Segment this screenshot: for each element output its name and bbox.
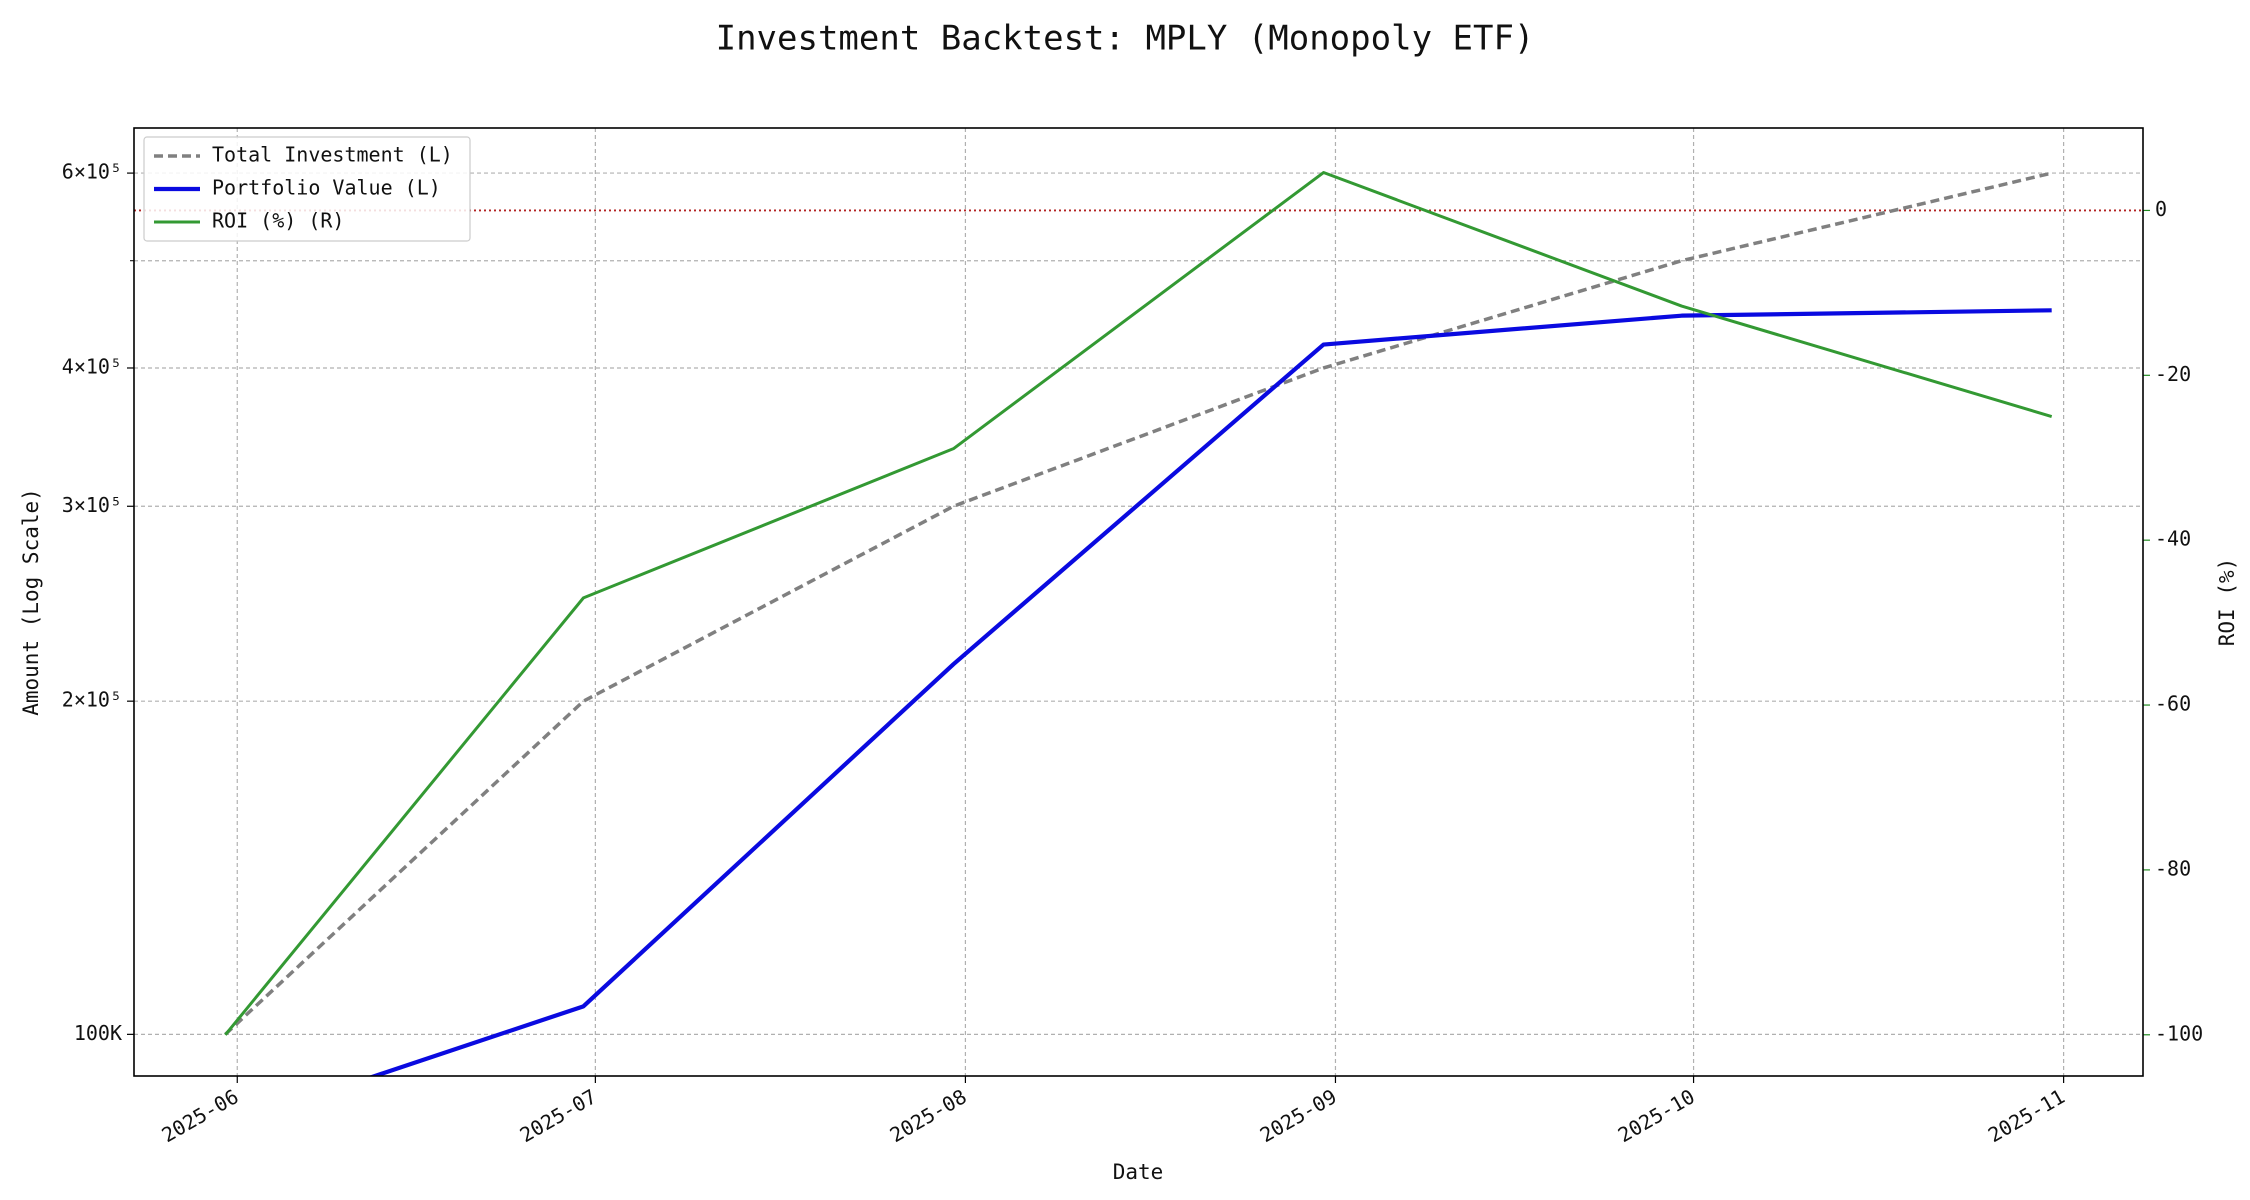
x-tick-label: 2025-11: [1984, 1084, 2069, 1147]
x-tick-label: 2025-08: [886, 1084, 971, 1147]
chart-title: Investment Backtest: MPLY (Monopoly ETF): [716, 19, 1535, 59]
y2-tick-label: 0: [2155, 197, 2167, 221]
series-line: [224, 171, 2053, 1036]
x-tick-label: 2025-07: [516, 1084, 601, 1147]
legend-label: Portfolio Value (L): [212, 176, 441, 200]
y-tick-label: 100K: [74, 1021, 122, 1045]
legend-box: [143, 136, 471, 242]
y-tick-label: 3×10⁵: [62, 493, 122, 517]
y2-tick-label: -100: [2155, 1021, 2203, 1045]
x-tick-label: 2025-09: [1256, 1084, 1341, 1147]
y-tick-label: 4×10⁵: [62, 354, 122, 378]
series-line: [224, 171, 2053, 1036]
y2-axis-label: ROI (%): [2215, 558, 2239, 647]
plot-area: [224, 171, 2053, 1076]
x-tick-label: 2025-10: [1614, 1084, 1699, 1147]
legend-label: Total Investment (L): [212, 143, 453, 167]
y2-tick-label: -60: [2155, 692, 2191, 716]
x-tick-label: 2025-06: [158, 1084, 243, 1147]
plot-frame: [133, 127, 2144, 1077]
y-axis-label: Amount (Log Scale): [19, 488, 43, 716]
legend-label: ROI (%) (R): [212, 209, 344, 233]
y-tick-label: 6×10⁵: [62, 160, 122, 184]
y2-tick-label: -40: [2155, 527, 2191, 551]
y-tick-label: 2×10⁵: [62, 688, 122, 712]
y2-tick-label: -20: [2155, 362, 2191, 386]
x-axis-label: Date: [1113, 1160, 1164, 1184]
y2-tick-label: -80: [2155, 856, 2191, 880]
series-line: [368, 308, 2052, 1076]
